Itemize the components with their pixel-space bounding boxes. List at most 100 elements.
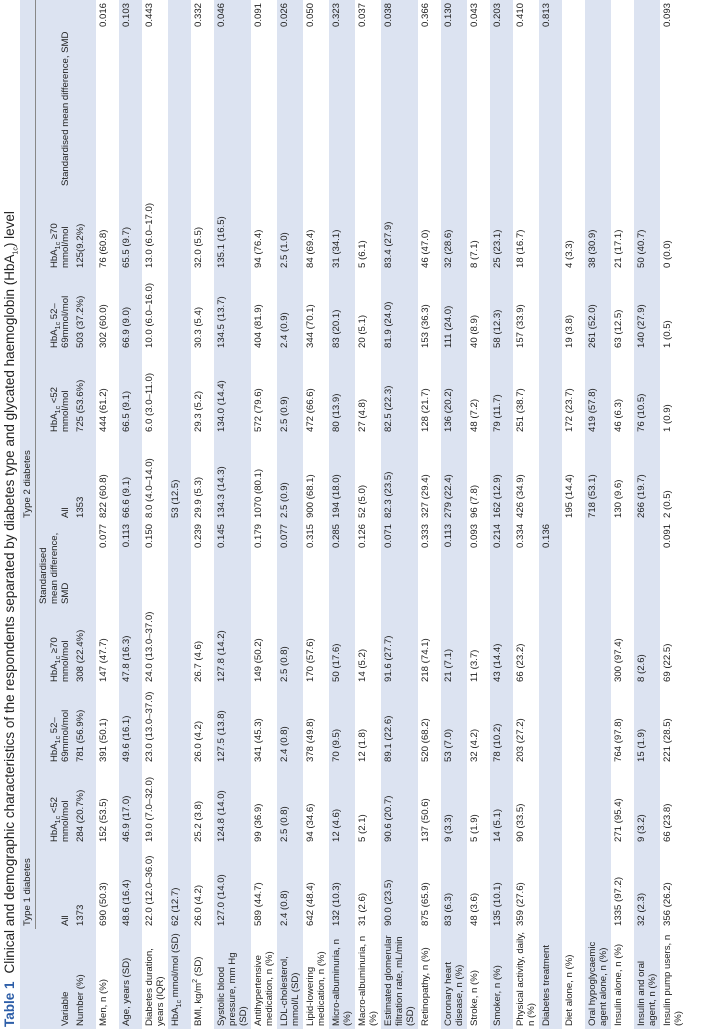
text-part: Insulin pump users, n (%) — [662, 934, 684, 1026]
cell: 0.113 — [119, 521, 142, 607]
cell: 30.3 (5.4) — [193, 306, 204, 348]
cell: 80 (13.9) — [329, 351, 355, 435]
cell: 0.093 — [662, 3, 673, 28]
text-part: Number (%) — [75, 974, 86, 1026]
table-row: BMI, kg/m2 (SD) 26.0 (4.2) 25.2 (3.8) 26.0 … — [191, 0, 214, 1029]
cell: 0.333 — [420, 524, 431, 549]
cell: 0.332 — [193, 3, 204, 28]
row-label: Stroke, n (%) — [467, 929, 490, 1029]
cell: 134.0 (14.4) — [214, 351, 251, 435]
cell: 11 (3.7) — [469, 649, 480, 682]
row-label: Diet alone, n (%) — [562, 929, 585, 1029]
cell: 875 (65.9) — [420, 882, 431, 926]
cell: 65.5 (9.7) — [119, 189, 142, 271]
cell: 52 (5.0) — [357, 484, 368, 518]
subscript: 1c — [175, 999, 183, 1008]
column-header: All — [35, 845, 73, 929]
cell: 14 (5.1) — [490, 765, 513, 845]
cell: 0.150 — [144, 524, 155, 549]
cell: 0.043 — [469, 3, 480, 28]
text-part: Standardised mean difference, SMD — [60, 31, 71, 186]
empty-cell — [585, 521, 611, 607]
cell: 6.0 (3.0–11.0) — [144, 372, 155, 432]
cell: 0.126 — [357, 524, 368, 549]
empty-cell — [562, 0, 585, 189]
group-header: Type 2 diabetes — [20, 0, 36, 521]
cell: 66.5 (9.1) — [119, 351, 142, 435]
cell: 63 (12.5) — [613, 309, 624, 348]
text-part: HbA — [49, 743, 60, 762]
cell: 66.9 (9.0) — [119, 271, 142, 351]
column-header: Standardised mean difference, SMD — [35, 0, 73, 189]
cell: 0.323 — [329, 0, 355, 189]
cell: 520 (68.2) — [420, 718, 431, 762]
row-label: LDL-cholesterol, mmol/L (SD) — [277, 929, 303, 1029]
cell: 5 (6.1) — [357, 240, 368, 268]
cell: 0.016 — [98, 3, 109, 28]
cell: 162 (12.9) — [490, 435, 513, 521]
empty-cell — [634, 0, 660, 189]
cell: 781 (56.9%) — [73, 685, 96, 765]
cell: 94 (76.4) — [253, 229, 264, 268]
cell: 32 (2.3) — [634, 845, 660, 929]
empty-cell — [168, 0, 191, 189]
cell: 89.1 (22.6) — [381, 685, 418, 765]
cell: 19.0 (7.0–32.0) — [144, 776, 155, 842]
cell: 48 (7.2) — [469, 398, 480, 432]
table-row: HbA1c mmol/mol (SD) 62 (12.7) 53 (12.5) — [168, 0, 191, 1029]
text-part: Systolic blood pressure, mm Hg (SD) — [216, 952, 249, 1026]
cell: 76 (60.8) — [98, 229, 109, 268]
row-label: Micro-albuminuria, n (%) — [329, 929, 355, 1029]
row-label: Antihypertensive medication, n (%) — [251, 929, 277, 1029]
subscript: 1c — [12, 247, 20, 255]
empty-cell — [562, 685, 585, 765]
table-row: Diet alone, n (%) 195 (14.4) 172 (23.7) 19 … — [562, 0, 585, 1029]
cell: 84 (69.4) — [305, 229, 316, 268]
table-row: Insulin pump users, n (%) 356 (26.2) 66 (2… — [660, 0, 686, 1029]
cell: 22.0 (12.0–36.0) — [144, 855, 155, 926]
text-part: (SD) — [193, 956, 204, 979]
column-header: HbA1c ≥70 mmol/mol — [35, 189, 73, 271]
cell: 32.0 (5.5) — [193, 226, 204, 268]
empty-cell — [168, 351, 191, 435]
cell: 128 (21.7) — [420, 388, 431, 432]
cell: 8.0 (4.0–14.0) — [144, 458, 155, 518]
cell: 0.214 — [490, 521, 513, 607]
cell: 472 (66.6) — [305, 388, 316, 432]
cell: 25.2 (3.8) — [193, 800, 204, 842]
text-part: Insulin and oral agent, n (%) — [636, 960, 658, 1026]
cell: 14 (5.2) — [357, 648, 368, 682]
cell: 21 (7.1) — [441, 607, 467, 685]
table-row: Antihypertensive medication, n (%) 589 (4… — [251, 0, 277, 1029]
group-header: Type 1 diabetes — [20, 521, 36, 929]
cell: 140 (27.9) — [634, 271, 660, 351]
row-label: HbA1c mmol/mol (SD) — [168, 929, 191, 1029]
cell: 2.5 (0.8) — [277, 607, 303, 685]
table-row: Macro-albuminuria, n (%) 31 (2.6) 5 (2.1) 1… — [355, 0, 381, 1029]
cell: 5 (1.9) — [469, 814, 480, 842]
cell: 111 (24.0) — [441, 271, 467, 351]
cell: 266 (19.7) — [634, 435, 660, 521]
cell: 124.8 (14.0) — [214, 765, 251, 845]
cell: 152 (53.5) — [98, 798, 109, 842]
text-part: Oral hypoglycaemic agent alone, n (%) — [587, 941, 609, 1026]
cell: 5 (2.1) — [357, 814, 368, 842]
cell: 1070 (80.1) — [253, 468, 264, 518]
table-row: Physical activity, daily, n (%) 359 (27.6… — [513, 0, 539, 1029]
cell: 0.130 — [441, 0, 467, 189]
cell: 83.4 (27.9) — [381, 189, 418, 271]
cell: 0.093 — [469, 524, 480, 549]
empty-cell — [73, 521, 96, 607]
cell: 96 (7.8) — [469, 484, 480, 518]
empty-cell — [585, 0, 611, 189]
cell: 2.5 (0.8) — [277, 765, 303, 845]
empty-cell — [539, 845, 562, 929]
row-label: Diabetes treatment — [539, 929, 562, 1029]
cell: 0.410 — [515, 3, 526, 28]
empty-cell — [562, 765, 585, 845]
table-row: Estimated glomerular filtration rate, mL… — [381, 0, 418, 1029]
cell: 157 (33.9) — [515, 304, 526, 348]
row-label: Diabetes duration, years (IQR) — [142, 929, 168, 1029]
empty-cell — [562, 845, 585, 929]
